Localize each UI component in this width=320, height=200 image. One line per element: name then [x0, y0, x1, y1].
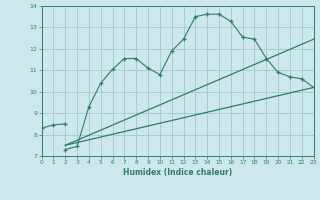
X-axis label: Humidex (Indice chaleur): Humidex (Indice chaleur): [123, 168, 232, 177]
